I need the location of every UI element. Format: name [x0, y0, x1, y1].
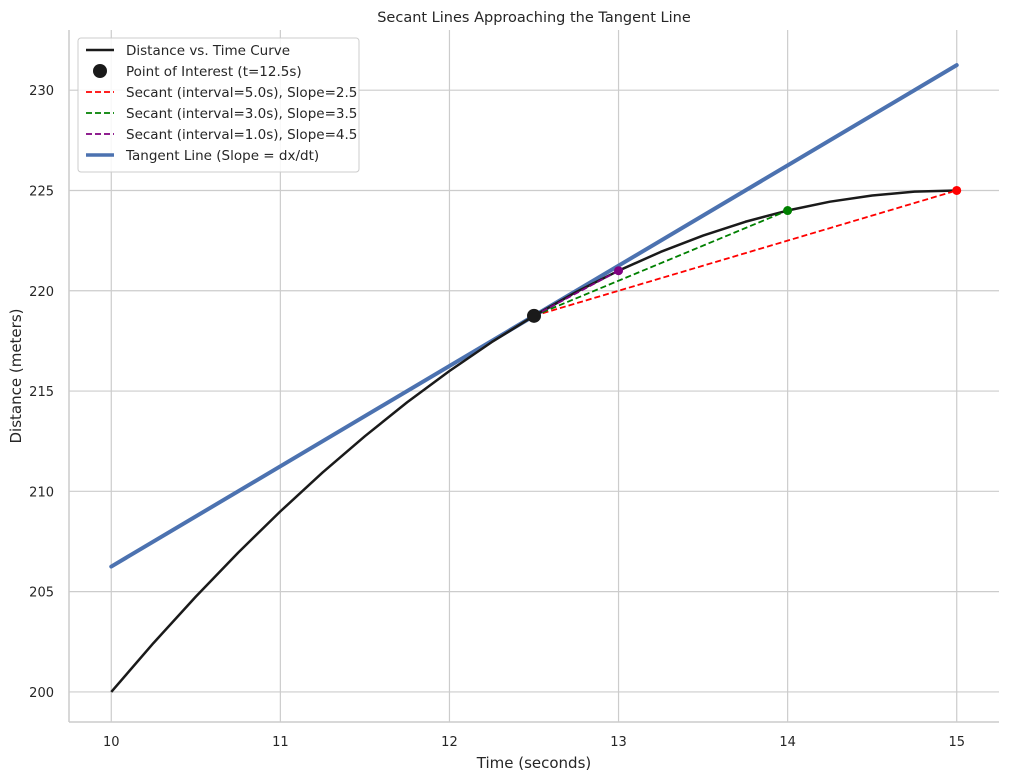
y-tick-label: 225: [29, 184, 54, 199]
x-axis-label: Time (seconds): [476, 754, 592, 772]
legend: Distance vs. Time Curve Point of Interes…: [77, 37, 360, 173]
secant-endpoint-2: [614, 266, 624, 276]
legend-label-secant-5: Secant (interval=5.0s), Slope=2.5: [126, 85, 357, 101]
y-tick-label: 220: [29, 285, 54, 300]
x-tick-labels: 10 11 12 13 14 15: [103, 735, 965, 750]
x-tick-label: 12: [441, 735, 458, 750]
legend-swatch-point: [93, 64, 107, 78]
legend-label-curve: Distance vs. Time Curve: [126, 43, 290, 59]
secant-endpoint-1: [783, 206, 793, 216]
y-tick-label: 215: [29, 385, 54, 400]
axes: [68, 30, 999, 723]
point-of-interest-marker: [527, 308, 541, 323]
legend-label-secant-3: Secant (interval=3.0s), Slope=3.5: [126, 106, 357, 122]
legend-label-secant-1: Secant (interval=1.0s), Slope=4.5: [126, 127, 357, 143]
y-tick-label: 205: [29, 586, 54, 601]
x-tick-label: 10: [103, 735, 120, 750]
y-tick-label: 200: [29, 686, 54, 701]
y-tick-label: 230: [29, 84, 54, 99]
secant-line-0: [533, 189, 957, 317]
y-axis-label: Distance (meters): [7, 309, 25, 444]
secant-line-2: [533, 269, 619, 317]
x-tick-label: 13: [610, 735, 627, 750]
secant-line-1: [533, 209, 788, 317]
distance-curve: [110, 189, 957, 693]
y-tick-labels: 200 205 210 215 220 225 230: [29, 84, 54, 701]
series: [109, 63, 962, 693]
x-tick-label: 14: [779, 735, 796, 750]
y-tick-label: 210: [29, 485, 54, 500]
x-tick-label: 15: [948, 735, 965, 750]
grid: [69, 30, 999, 722]
x-tick-label: 11: [272, 735, 289, 750]
secant-endpoint-0: [952, 185, 962, 195]
legend-box: [77, 37, 360, 173]
chart-title: Secant Lines Approaching the Tangent Lin…: [377, 10, 691, 26]
legend-label-tangent: Tangent Line (Slope = dx/dt): [125, 148, 319, 164]
legend-label-point: Point of Interest (t=12.5s): [126, 64, 302, 80]
